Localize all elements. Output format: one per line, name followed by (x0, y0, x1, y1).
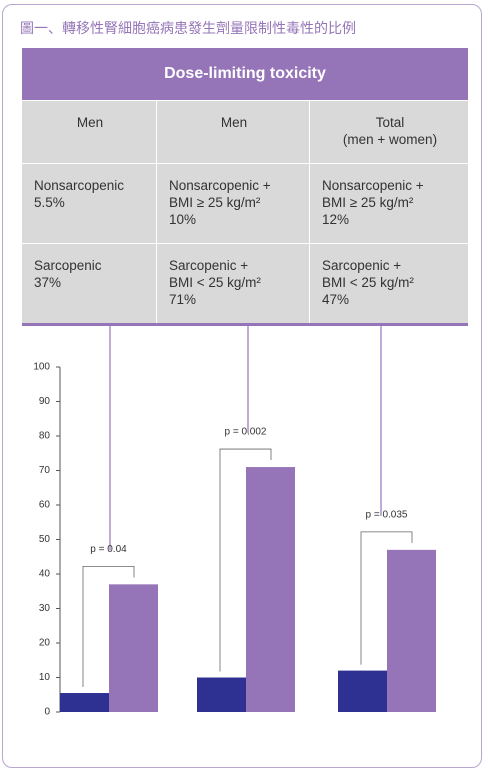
bar (246, 467, 295, 712)
cell-line: Sarcopenic (34, 258, 102, 273)
y-tick-label: 80 (39, 431, 51, 442)
y-tick-label: 30 (39, 603, 51, 614)
p-value: p = 0.002 (225, 427, 267, 438)
cell-line: Total (375, 115, 405, 130)
y-tick-label: 60 (39, 500, 51, 511)
table-cell: Nonsarcopenic + BMI ≥ 25 kg/m² 10% (157, 163, 310, 243)
y-tick-label: 20 (39, 638, 51, 649)
bar (338, 670, 387, 712)
cell-line: 37% (34, 275, 62, 290)
p-value: p = 0.035 (366, 509, 408, 520)
table-cell: Nonsarcopenic 5.5% (22, 163, 157, 243)
y-tick-label: 50 (39, 534, 51, 545)
cell-line: (men + women) (342, 132, 438, 147)
cell-line: 47% (322, 292, 350, 307)
cell-line: 5.5% (34, 195, 65, 210)
bar (60, 693, 109, 712)
table-cell: Sarcopenic 37% (22, 243, 157, 323)
table-row: Nonsarcopenic 5.5% Nonsarcopenic + BMI ≥ 25… (22, 163, 468, 243)
header-cell: Men (22, 100, 157, 163)
table-row: Sarcopenic 37% Sarcopenic + BMI < 25 kg/m² 7… (22, 243, 468, 323)
cell-line: Men (220, 115, 248, 130)
cell-line: Nonsarcopenic + (322, 178, 424, 193)
y-tick-label: 100 (33, 362, 50, 373)
bracket (360, 531, 413, 665)
cell-line: Sarcopenic + (169, 258, 249, 273)
cell-line: Nonsarcopenic + (169, 178, 271, 193)
y-tick-label: 70 (39, 465, 51, 476)
table-cell: Sarcopenic + BMI < 25 kg/m² 71% (157, 243, 310, 323)
y-tick-label: 40 (39, 569, 51, 580)
cell-line: 10% (169, 212, 197, 227)
table-cell: Nonsarcopenic + BMI ≥ 25 kg/m² 12% (310, 163, 468, 243)
cell-line: BMI < 25 kg/m² (322, 275, 414, 290)
cell-line: BMI ≥ 25 kg/m² (322, 195, 414, 210)
bar (197, 677, 246, 712)
cell-line: 71% (169, 292, 197, 307)
y-tick-label: 0 (44, 707, 50, 718)
cell-line: Men (76, 115, 104, 130)
header-row: Men Men Total (men + women) (22, 100, 468, 163)
table-cell: Sarcopenic + BMI < 25 kg/m² 47% (310, 243, 468, 323)
p-value: p = 0.04 (90, 544, 127, 555)
cell-line: BMI ≥ 25 kg/m² (169, 195, 261, 210)
bar (387, 549, 436, 712)
figure-title: 圖一、轉移性腎細胞癌病患發生劑量限制性毒性的比例 (20, 20, 356, 36)
frame (2, 4, 482, 768)
header-cell: Men (157, 100, 310, 163)
cell-line: Nonsarcopenic (34, 178, 125, 193)
table: Dose-limiting toxicity Men Men Total (men +… (22, 48, 468, 326)
header-cell: Total (men + women) (310, 100, 468, 163)
bar (109, 584, 158, 712)
bracket (219, 448, 272, 672)
cell-line: BMI < 25 kg/m² (169, 275, 261, 290)
cell-line: 12% (322, 212, 350, 227)
table-header: Dose-limiting toxicity (22, 48, 468, 100)
cell-line: Sarcopenic + (322, 258, 402, 273)
y-tick-label: 10 (39, 672, 51, 683)
bracket (82, 565, 135, 688)
y-tick-label: 90 (39, 396, 51, 407)
